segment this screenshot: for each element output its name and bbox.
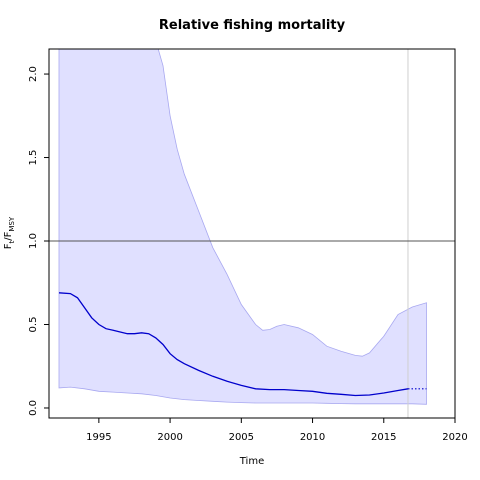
y-label-sub-t: t <box>8 240 16 243</box>
y-axis-label: Ft/FMSY <box>3 216 16 249</box>
plot-frame <box>48 48 456 419</box>
y-tick-label: 0.0 <box>28 400 39 416</box>
x-tick-label: 2000 <box>157 432 182 443</box>
y-label-slash: /F <box>3 231 14 240</box>
x-tick-label: 1995 <box>86 432 111 443</box>
x-tick-label: 2010 <box>300 432 325 443</box>
y-tick-label: 1.5 <box>28 150 39 166</box>
y-tick-label: 2.0 <box>28 66 39 82</box>
y-axis: 0.0 0.5 1.0 1.5 2.0 <box>28 66 49 416</box>
y-label-main: F <box>3 243 14 249</box>
x-tick-label: 2020 <box>442 432 467 443</box>
estimate-line <box>58 292 409 397</box>
x-tick-label: 2015 <box>371 432 396 443</box>
x-axis: 1995 2000 2005 2010 2015 2020 <box>86 418 468 443</box>
x-tick-label: 2005 <box>229 432 254 443</box>
x-axis-label: Time <box>239 456 264 467</box>
y-label-sub-msy: MSY <box>8 216 16 231</box>
y-tick-label: 0.5 <box>28 317 39 333</box>
confidence-band <box>58 49 427 405</box>
y-tick-label: 1.0 <box>28 233 39 249</box>
chart-title: Relative fishing mortality <box>159 18 346 33</box>
